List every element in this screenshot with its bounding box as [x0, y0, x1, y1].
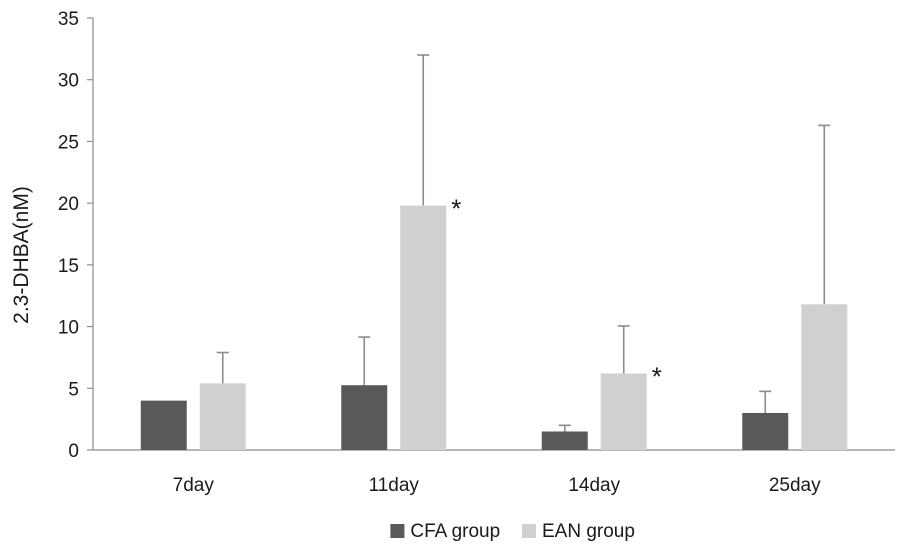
y-tick-label: 5: [68, 379, 79, 400]
y-tick-label: 10: [58, 318, 79, 339]
y-tick-label: 0: [68, 441, 79, 462]
bar: [341, 385, 388, 450]
y-tick-label: 25: [58, 132, 79, 153]
legend: CFA group EAN group: [390, 521, 635, 542]
significance-marker: *: [451, 194, 461, 224]
bar: [199, 383, 246, 450]
legend-label: CFA group: [410, 521, 500, 542]
x-category-label: 11day: [369, 475, 420, 496]
y-tick-label: 35: [58, 9, 79, 30]
y-tick-label: 15: [58, 256, 79, 277]
bar: [742, 412, 789, 450]
bar: [600, 373, 647, 450]
bar: [801, 304, 848, 450]
x-category-label: 25day: [769, 475, 821, 496]
significance-marker: *: [652, 361, 662, 391]
y-tick-label: 30: [58, 71, 79, 92]
bar: [140, 400, 187, 450]
bar: [541, 431, 588, 450]
bar: [400, 205, 447, 450]
legend-swatch: [522, 524, 536, 538]
legend-swatch: [390, 524, 405, 538]
x-category-label: 14day: [568, 475, 620, 496]
y-axis-title: 2.3-DHBA(nM): [10, 186, 33, 324]
x-category-label: 7day: [173, 475, 215, 496]
y-tick-label: 20: [58, 194, 79, 215]
plot-area: 0 5 10 15 20 25 30 35 7day 11day * 14day * 25day: [58, 9, 895, 496]
legend-label: EAN group: [542, 521, 635, 542]
